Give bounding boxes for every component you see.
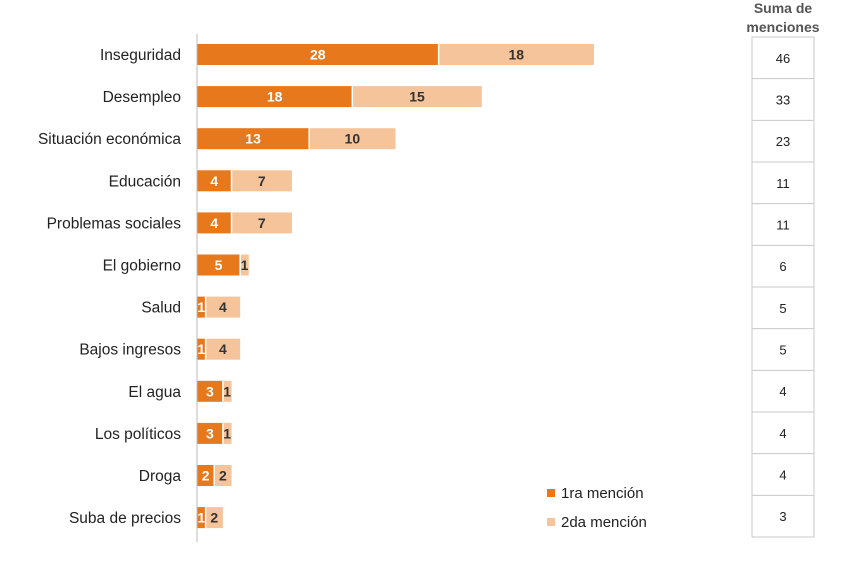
data-label-2da-mencion: 1 (223, 383, 231, 399)
category-label: Desempleo (103, 89, 181, 106)
bar-2da-mencion (222, 380, 232, 402)
data-label-1ra-mencion: 1 (197, 299, 205, 315)
data-label-2da-mencion: 4 (219, 341, 227, 357)
category-label: Suba de precios (69, 510, 181, 527)
data-label-1ra-mencion: 3 (206, 383, 214, 399)
data-label-2da-mencion: 7 (258, 215, 266, 231)
sum-value: 5 (779, 343, 786, 358)
sum-value: 4 (779, 426, 786, 441)
category-label: Situación económica (38, 131, 181, 148)
sum-header: menciones (746, 19, 819, 35)
data-label-1ra-mencion: 28 (310, 47, 326, 63)
category-labels: Inseguridad Desempleo Situación económica E… (38, 47, 181, 527)
data-label-1ra-mencion: 1 (197, 510, 205, 526)
bar-1ra-mencion (197, 296, 206, 318)
sum-value: 33 (776, 93, 790, 108)
data-label-1ra-mencion: 2 (202, 468, 210, 484)
data-label-2da-mencion: 1 (223, 425, 231, 441)
bar-1ra-mencion (197, 380, 223, 402)
legend-label: 1ra mención (561, 485, 644, 502)
bar-1ra-mencion (197, 254, 241, 276)
category-label: Los políticos (95, 426, 181, 443)
bar-1ra-mencion (197, 212, 232, 234)
sum-value: 11 (776, 176, 790, 191)
category-label: Problemas sociales (47, 215, 182, 232)
bar-1ra-mencion (197, 422, 223, 444)
bar-1ra-mencion (197, 507, 206, 529)
bar-1ra-mencion (197, 338, 206, 360)
data-label-1ra-mencion: 4 (210, 173, 218, 189)
legend: 1ra mención 2da mención (547, 485, 647, 531)
data-label-2da-mencion: 10 (345, 131, 361, 147)
data-label-2da-mencion: 4 (219, 299, 227, 315)
sum-value: 23 (776, 134, 790, 149)
data-label-1ra-mencion: 4 (210, 215, 218, 231)
bar-1ra-mencion (197, 86, 353, 108)
sum-value: 4 (779, 384, 786, 399)
sum-table: Suma de menciones 46 33 23 11 11 6 5 5 4 4 4 3 (746, 0, 820, 538)
data-label-2da-mencion: 2 (219, 468, 227, 484)
bar-1ra-mencion (197, 465, 215, 486)
category-label: Salud (141, 300, 181, 317)
bar-1ra-mencion (197, 128, 310, 150)
bar-1ra-mencion (197, 170, 232, 192)
legend-label: 2da mención (561, 514, 647, 531)
sum-value: 11 (776, 218, 790, 233)
data-label-2da-mencion: 18 (509, 47, 525, 63)
data-label-2da-mencion: 7 (258, 173, 266, 189)
category-label: Inseguridad (100, 47, 181, 64)
sum-value: 5 (779, 301, 786, 316)
data-label-2da-mencion: 15 (409, 89, 425, 105)
legend-swatch (547, 489, 555, 497)
bar-2da-mencion (205, 296, 241, 318)
category-label: Educación (109, 173, 181, 190)
category-label: El gobierno (103, 258, 181, 275)
bar-2da-mencion (205, 338, 241, 360)
bar-2da-mencion (240, 254, 249, 276)
bar-2da-mencion (214, 465, 232, 486)
sum-value: 46 (776, 51, 790, 66)
bar-2da-mencion (231, 170, 292, 192)
data-label-1ra-mencion: 3 (206, 425, 214, 441)
legend-swatch (547, 518, 555, 526)
data-label-1ra-mencion: 18 (267, 89, 283, 105)
sum-value: 4 (779, 468, 786, 483)
data-label-1ra-mencion: 1 (197, 341, 205, 357)
bar-2da-mencion (438, 44, 594, 65)
category-label: Bajos ingresos (79, 342, 181, 359)
category-label: Droga (139, 468, 182, 485)
data-label-1ra-mencion: 5 (215, 257, 223, 273)
data-label-2da-mencion: 1 (241, 257, 249, 273)
bar-2da-mencion (231, 212, 292, 234)
bar-2da-mencion (309, 128, 396, 150)
sum-value: 6 (779, 259, 786, 274)
data-label-1ra-mencion: 13 (245, 131, 261, 147)
bar-2da-mencion (205, 507, 223, 529)
sum-header: Suma de (754, 0, 813, 16)
bar-2da-mencion (352, 86, 482, 108)
bar-1ra-mencion (197, 44, 439, 65)
category-label: El agua (128, 384, 181, 401)
sum-value: 3 (779, 509, 786, 524)
bar-2da-mencion (222, 422, 232, 444)
data-label-2da-mencion: 2 (210, 510, 218, 526)
